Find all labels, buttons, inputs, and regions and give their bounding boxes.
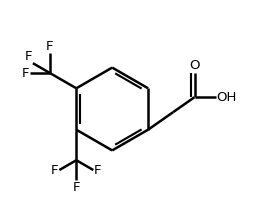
Text: O: O [189,59,200,72]
Text: F: F [22,66,29,80]
Text: F: F [51,164,58,177]
Text: OH: OH [217,91,237,104]
Text: F: F [73,181,80,194]
Text: F: F [46,39,54,53]
Text: F: F [94,164,102,177]
Text: F: F [25,50,32,63]
